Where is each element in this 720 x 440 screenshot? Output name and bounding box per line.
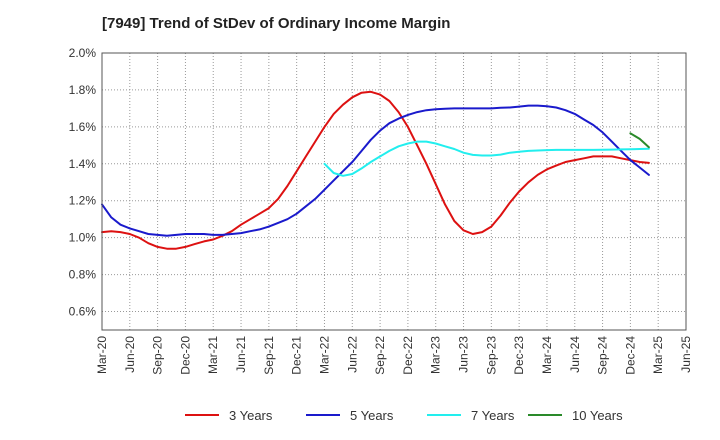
x-tick-label: Sep-24 (596, 336, 610, 375)
y-tick-label: 1.2% (69, 194, 97, 208)
x-tick-label: Dec-24 (623, 336, 637, 375)
legend: 3 Years 5 Years 7 Years 10 Years (0, 405, 720, 425)
x-tick-label: Dec-20 (178, 336, 192, 375)
legend-swatch (185, 414, 219, 416)
x-tick-label: Sep-23 (484, 336, 498, 375)
grid-layer (102, 53, 686, 330)
x-tick-label: Mar-22 (317, 336, 331, 374)
legend-item: 7 Years (427, 405, 514, 425)
legend-label: 5 Years (350, 407, 394, 423)
series-line-7-years (323, 140, 650, 177)
x-tick-label: Jun-21 (234, 336, 248, 373)
series-line-5-years (101, 104, 650, 237)
x-tick-label: Dec-23 (512, 336, 526, 375)
legend-label: 3 Years (229, 407, 273, 423)
legend-label: 10 Years (572, 407, 623, 423)
x-tick-label: Dec-22 (401, 336, 415, 375)
axis-layer: Mar-20 Jun-20 Sep-20 Dec-20 Mar-21 Jun-21 Sep-… (69, 46, 693, 375)
x-tick-label: Jun-25 (679, 336, 693, 373)
legend-swatch (306, 414, 340, 416)
x-tick-label: Mar-24 (540, 336, 554, 374)
x-tick-label: Jun-20 (123, 336, 137, 373)
x-tick-label: Sep-21 (262, 336, 276, 375)
x-tick-label: Mar-21 (206, 336, 220, 374)
x-tick-label: Jun-23 (457, 336, 471, 373)
legend-label: 7 Years (471, 407, 515, 423)
x-tick-label: Jun-22 (345, 336, 359, 373)
legend-swatch (427, 414, 461, 416)
y-tick-label: 2.0% (69, 46, 97, 60)
legend-item: 5 Years (306, 405, 393, 425)
y-tick-label: 0.8% (69, 268, 97, 282)
x-tick-label: Sep-22 (373, 336, 387, 375)
y-tick-label: 1.4% (69, 157, 97, 171)
y-tick-label: 0.6% (69, 305, 97, 319)
series-line-10-years (629, 132, 650, 149)
x-tick-label: Dec-21 (290, 336, 304, 375)
y-tick-label: 1.0% (69, 231, 97, 245)
x-tick-label: Sep-20 (151, 336, 165, 375)
plot-frame (101, 52, 687, 331)
legend-item: 10 Years (528, 405, 623, 425)
x-tick-label: Mar-25 (651, 336, 665, 374)
chart-title: [7949] Trend of StDev of Ordinary Income… (102, 15, 451, 32)
legend-swatch (528, 414, 562, 416)
series-layer (101, 90, 650, 250)
x-tick-label: Mar-20 (95, 336, 109, 374)
y-tick-label: 1.8% (69, 83, 97, 97)
y-tick-label: 1.6% (69, 120, 97, 134)
x-tick-label: Jun-24 (568, 336, 582, 373)
legend-item: 3 Years (185, 405, 272, 425)
x-tick-label: Mar-23 (429, 336, 443, 374)
series-line-3-years (101, 90, 650, 250)
